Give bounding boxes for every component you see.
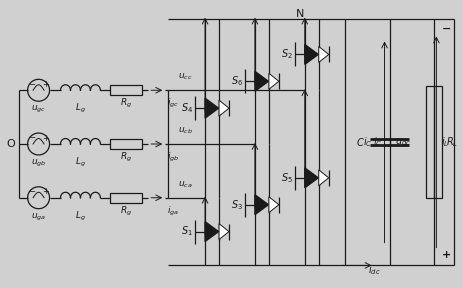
Bar: [425, 86, 441, 198]
Text: −: −: [28, 80, 35, 89]
Text: −: −: [441, 24, 450, 34]
Polygon shape: [304, 44, 318, 65]
Bar: [110, 193, 142, 203]
Polygon shape: [205, 98, 218, 118]
Text: $R_g$: $R_g$: [120, 205, 132, 218]
Text: $S_{5}$: $S_{5}$: [280, 171, 292, 185]
Polygon shape: [254, 195, 268, 215]
Text: $L_g$: $L_g$: [75, 102, 86, 115]
Text: $R_g$: $R_g$: [120, 97, 132, 110]
Polygon shape: [219, 100, 229, 116]
Polygon shape: [304, 168, 318, 188]
Polygon shape: [219, 223, 229, 240]
Bar: [110, 139, 142, 149]
Polygon shape: [269, 73, 278, 89]
Text: $S_{6}$: $S_{6}$: [231, 74, 243, 88]
Text: $C$: $C$: [355, 136, 364, 148]
Polygon shape: [254, 71, 268, 91]
Text: $u_{ca}$: $u_{ca}$: [178, 179, 193, 190]
Text: $u_{cc}$: $u_{cc}$: [178, 72, 192, 82]
Text: +: +: [42, 134, 49, 143]
Text: $u_{dc}$: $u_{dc}$: [394, 136, 410, 148]
Text: N: N: [295, 9, 303, 19]
Text: $u_{cb}$: $u_{cb}$: [178, 126, 193, 136]
Text: +: +: [441, 251, 450, 260]
Polygon shape: [269, 197, 278, 213]
Polygon shape: [318, 170, 328, 186]
Text: $i_{ga}$: $i_{ga}$: [167, 205, 179, 218]
Text: $i_{dc}$: $i_{dc}$: [368, 264, 380, 277]
Text: −: −: [28, 187, 35, 196]
Text: $i_{gb}$: $i_{gb}$: [167, 151, 179, 164]
Text: $u_{gc}$: $u_{gc}$: [31, 104, 46, 115]
Text: $L_g$: $L_g$: [75, 210, 86, 223]
Text: −: −: [28, 134, 35, 143]
Text: $u_{gb}$: $u_{gb}$: [31, 158, 46, 169]
Bar: [110, 85, 142, 95]
Text: $i_{gc}$: $i_{gc}$: [167, 97, 179, 110]
Text: $S_{2}$: $S_{2}$: [281, 48, 292, 61]
Text: $R_g$: $R_g$: [120, 151, 132, 164]
Text: $i_L$: $i_L$: [440, 135, 449, 149]
Text: $S_{3}$: $S_{3}$: [231, 198, 243, 212]
Text: $R_L$: $R_L$: [445, 135, 457, 149]
Text: $i_C$: $i_C$: [372, 135, 381, 149]
Text: +: +: [42, 80, 49, 89]
Text: $S_{1}$: $S_{1}$: [181, 225, 193, 238]
Text: $i_C$: $i_C$: [363, 135, 372, 149]
Text: +: +: [42, 187, 49, 196]
Polygon shape: [205, 222, 218, 242]
Text: $u_{ga}$: $u_{ga}$: [31, 212, 46, 223]
Text: $L_g$: $L_g$: [75, 156, 86, 169]
Text: O: O: [6, 139, 15, 149]
Polygon shape: [318, 46, 328, 62]
Text: $S_{4}$: $S_{4}$: [181, 101, 193, 115]
